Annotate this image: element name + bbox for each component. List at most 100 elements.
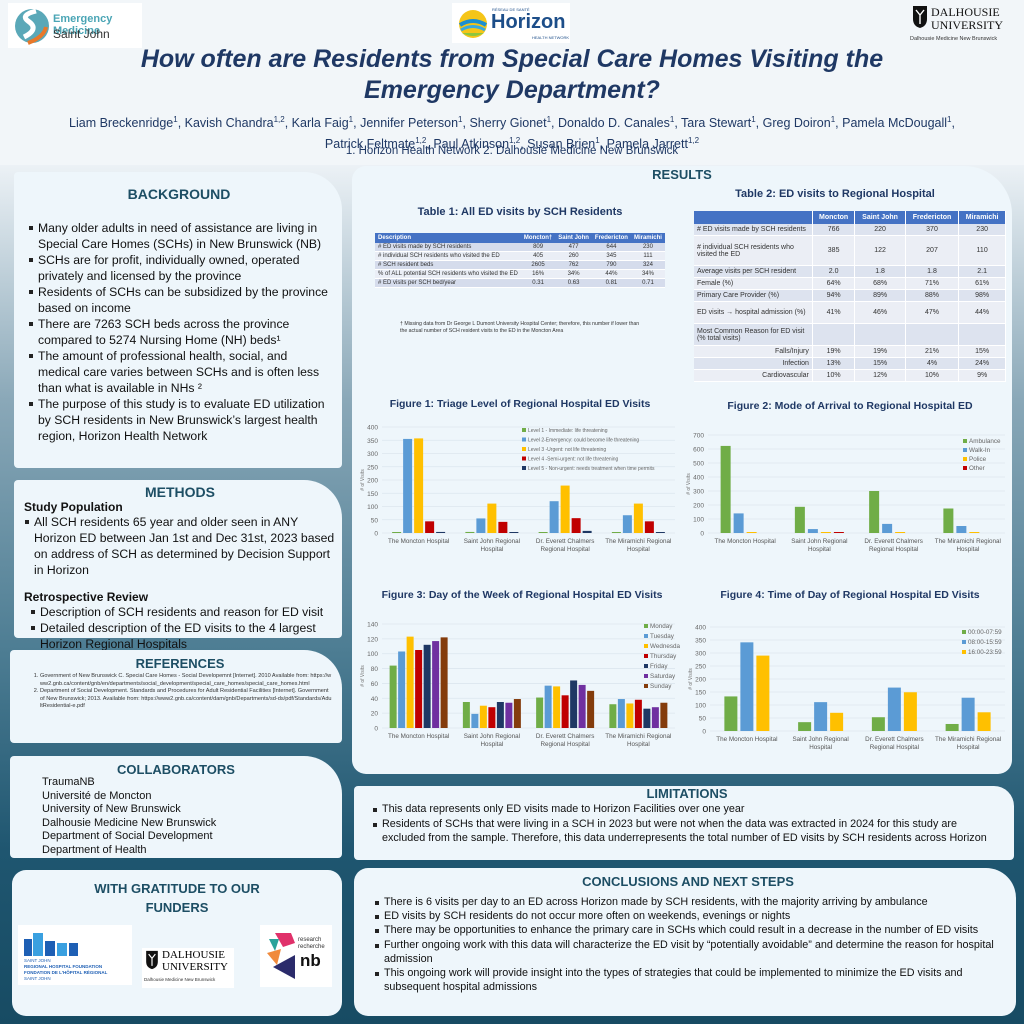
bar [488, 707, 496, 728]
bar [895, 532, 906, 533]
row-label: Falls/Injury [694, 345, 813, 358]
legend-swatch [962, 640, 966, 644]
x-category-label: The Miramichi Regional Hospital [935, 538, 1001, 553]
bar [746, 532, 757, 533]
figure2-title: Figure 2: Mode of Arrival to Regional Ho… [727, 400, 973, 412]
legend-label: Friday [650, 663, 668, 670]
table-cell: 477 [555, 243, 592, 252]
limitations-heading: LIMITATIONS [646, 786, 728, 801]
table-cell: 71% [905, 277, 960, 290]
legend-label: Monday [650, 623, 673, 630]
table-cell: 68% [854, 277, 906, 290]
row-label: ED visits → hospital admission (%) [694, 301, 813, 324]
author-name: Patrick Feltmate [324, 137, 416, 152]
author-affiliation-mark: 1 [830, 115, 836, 124]
background-heading: BACKGROUND [127, 186, 231, 202]
author-name: Pamela McDougall [842, 116, 948, 131]
figure3-chart: # of Visits 0 20 40 60 80 100 120 140 The Moncton… [360, 622, 680, 749]
table-cell: 644 [591, 243, 631, 252]
row-label: Most Common Reason for ED visit (% total… [694, 323, 813, 346]
y-axis-label: # of Visits [360, 665, 366, 687]
bar [651, 707, 659, 728]
author-name: Donaldo D. Canales [557, 116, 670, 131]
results-heading: RESULTS [652, 167, 712, 182]
table-cell: 44% [958, 301, 1006, 324]
table-cell: 34% [555, 269, 592, 279]
y-tick-label: 400 [695, 625, 706, 632]
y-tick-label: 100 [695, 703, 706, 710]
bar [587, 690, 595, 728]
legend-swatch [644, 684, 648, 688]
table-cell: 19% [854, 345, 906, 358]
table-cell: 47% [905, 301, 960, 324]
legend-label: Sunday [650, 683, 672, 690]
y-tick-label: 20 [371, 711, 379, 718]
bar [956, 526, 967, 533]
bar [617, 699, 625, 728]
author-name: Karla Faig [291, 116, 349, 131]
bar [505, 702, 513, 728]
list-item: This data represents only ED visits made… [372, 802, 1002, 817]
list-item: There is 6 visits per day to an ED acros… [374, 895, 1008, 909]
logo-em-line2: Saint John [53, 27, 110, 41]
table-cell: 122 [854, 235, 906, 266]
rnb-l1: research [298, 937, 322, 943]
legend-label: Police [969, 456, 987, 463]
methods-sub1: Study Population [24, 500, 123, 514]
table-cell: 94% [812, 289, 856, 302]
bar [538, 532, 548, 533]
table2-title: Table 2: ED visits to Regional Hospital [735, 188, 935, 200]
y-tick-label: 250 [695, 664, 706, 671]
table-cell: 345 [591, 251, 631, 261]
legend-label: 16:00-23:59 [968, 649, 1002, 656]
list-item: Detailed description of the ED visits to… [30, 620, 336, 652]
dalhousie-crest-icon [913, 6, 927, 28]
table-row: Average visits per SCH resident 2.0 1.8 1.8… [694, 265, 1006, 278]
legend-label: Ambulance [969, 438, 1001, 445]
y-tick-label: 350 [695, 638, 706, 645]
table-cell: 21% [905, 345, 960, 358]
legend-label: Level 2-Emergency: could become life thr… [528, 438, 639, 444]
table-cell: 10% [905, 369, 960, 382]
list-item: The amount of professional health, socia… [28, 348, 330, 396]
row-label: Cardiovascular [694, 369, 813, 382]
methods-sub2: Retrospective Review [24, 590, 149, 604]
table-row: # individual SCH residents who visited t… [694, 235, 1006, 266]
table-row: Infection 13% 15% 4% 24% [694, 357, 1006, 370]
legend-swatch [963, 466, 967, 470]
x-category-label: The Moncton Hospital [716, 736, 777, 743]
table-cell: 64% [812, 277, 856, 290]
author-name: Jennifer Peterson [360, 116, 459, 131]
table-cell: 15% [958, 345, 1006, 358]
bar [582, 530, 592, 533]
table-cell: 2.0 [812, 265, 856, 278]
x-category-label: Saint John Regional Hospital [792, 736, 848, 751]
bar [807, 529, 818, 533]
affiliations: 1. Horizon Health Network 2. Dalhousie M… [345, 145, 679, 157]
list-item: SCHs are for profit, individually owned,… [28, 252, 330, 284]
bar [423, 644, 431, 728]
author-name: Susan Brien [527, 137, 596, 152]
legend-swatch [522, 447, 526, 451]
author-name: Liam Breckenridge [69, 116, 174, 131]
list-item: Department of Social Development. Standa… [40, 688, 332, 711]
table-cell: 207 [905, 235, 960, 266]
table-cell: 230 [630, 243, 665, 252]
legend-label: Wednesday [650, 643, 680, 650]
bar [560, 485, 570, 533]
funders-panel: WITH GRATITUDE TO OUR FUNDERS SAINT JOHN… [12, 870, 342, 1016]
limitations-list: This data represents only ED visits made… [372, 802, 1002, 846]
author-affiliation-mark: 1 [669, 115, 675, 124]
y-tick-label: 400 [367, 425, 378, 432]
bar [578, 684, 586, 728]
y-tick-label: 120 [367, 636, 378, 643]
column-header: Fredericton [591, 233, 631, 243]
row-label: # individual SCH residents who visited t… [694, 235, 813, 266]
figure1-title: Figure 1: Triage Level of Regional Hospi… [389, 398, 651, 410]
table-row: Most Common Reason for ED visit (% total… [694, 323, 1006, 346]
logo-dalhousie-funder: DALHOUSIE UNIVERSITY Dalhousie Medicine … [142, 948, 234, 988]
table-cell: 16% [520, 269, 556, 279]
author-name: Kavish Chandra [184, 116, 274, 131]
table-row: # ED visits made by SCH residents 766 220 3… [694, 224, 1006, 236]
legend-swatch [962, 650, 966, 654]
